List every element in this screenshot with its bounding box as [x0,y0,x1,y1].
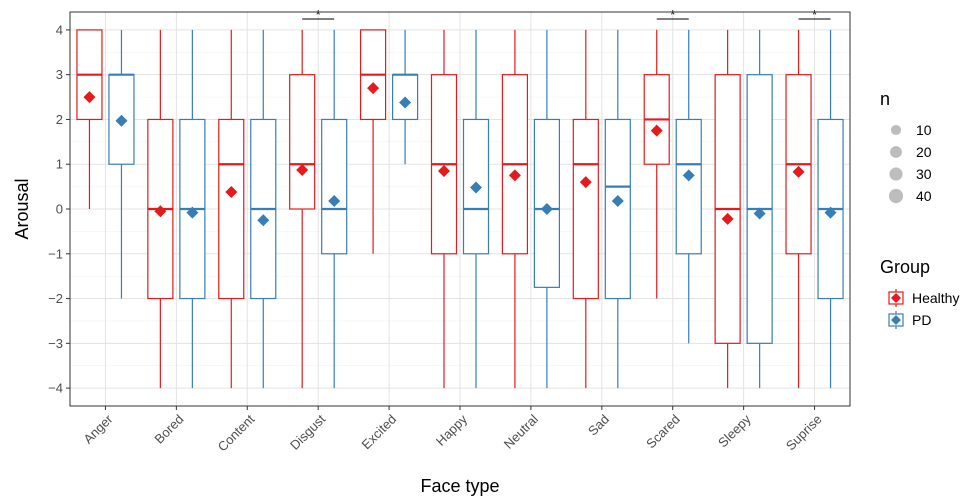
size-legend-key [890,124,902,136]
y-tick-label: −2 [48,291,63,306]
x-axis-title: Face type [420,476,499,496]
group-legend-label: Healthy [912,290,959,306]
box-pd-anger [108,29,135,299]
box-healthy-sleepy [714,29,741,389]
significance-label: * [812,7,817,22]
box-healthy-disgust [289,29,316,389]
mean-diamond [650,124,663,137]
mean-diamond [611,194,624,207]
mean-diamond [115,114,128,127]
box-healthy-happy [430,29,458,389]
y-tick-label: −1 [48,246,63,261]
mean-diamond [470,181,482,194]
box-iqr [289,74,316,210]
size-legend: n 10 20 30 40 [880,89,932,204]
box-pd-neutral [533,29,561,389]
mean-diamond [83,91,96,104]
mean-diamond [792,165,805,178]
box-plots [76,29,844,389]
y-tick-label: 2 [56,112,63,127]
box-pd-bored [179,29,206,389]
mean-diamond [186,206,199,219]
size-legend-label: 30 [916,166,932,182]
group-legend-title: Group [880,257,930,277]
x-tick-label: Neutral [501,411,541,451]
x-tick-label: Sad [585,412,612,439]
box-healthy-excited [359,29,387,254]
mean-diamond [540,203,553,215]
y-tick-label: 3 [56,67,63,82]
mean-diamond [824,206,837,219]
box-healthy-scared [643,29,670,299]
mean-diamond [367,82,380,95]
size-legend-label: 40 [916,188,932,204]
size-legend-label: 10 [916,122,932,138]
mean-diamond [328,194,341,207]
box-iqr [218,118,245,300]
y-axis-title: Arousal [12,178,32,239]
legend-diamond [891,293,901,303]
mean-diamond [579,176,592,189]
x-tick-label: Sleepy [715,411,754,450]
size-legend-title: n [880,89,890,109]
y-tick-label: −4 [48,381,63,396]
box-iqr [675,118,702,255]
box-iqr [604,118,631,300]
significance-markers: * * * [302,7,831,22]
x-tick-label: Scared [643,412,683,452]
significance-label: * [670,7,675,22]
box-healthy-content [218,29,245,389]
mean-diamond [508,169,521,182]
mean-diamond [296,164,309,177]
mean-diamond [154,205,167,218]
x-tick-label: Suprise [783,412,825,454]
box-healthy-neutral [501,29,529,389]
mean-diamond [225,185,238,198]
significance-label: * [316,7,321,22]
group-legend-item-healthy: Healthy [888,289,959,307]
box-healthy-anger [76,29,103,209]
mean-diamond [257,214,270,227]
x-tick-label: Anger [80,411,116,447]
box-iqr [321,118,348,255]
box-pd-sad [604,29,631,389]
box-pd-happy [462,29,490,389]
x-tick-label: Disgust [287,411,329,453]
box-pd-excited [391,29,419,165]
mean-diamond [438,164,450,177]
box-healthy-suprise [785,29,812,389]
group-legend: Group Healthy PD [880,257,959,329]
size-legend-key [888,188,904,204]
group-legend-label: PD [912,312,931,328]
size-legend-label: 20 [916,144,932,160]
x-axis-ticks: Anger Bored Content Disgust Excited Happy Neut… [80,406,825,454]
box-pd-disgust [321,29,348,389]
box-iqr [572,118,599,300]
size-legend-key [890,146,902,158]
x-tick-label: Happy [433,411,471,449]
mean-diamond [682,169,695,182]
mean-diamond [399,96,412,109]
legend-diamond [891,315,901,325]
mean-diamond [753,207,766,220]
y-tick-label: 1 [56,157,63,172]
y-tick-label: 0 [56,202,63,217]
box-pd-content [250,29,277,389]
group-legend-item-pd: PD [888,311,931,329]
x-tick-label: Excited [358,412,399,453]
box-pd-sleepy [746,29,773,389]
size-legend-key [889,167,903,181]
box-pd-suprise [817,29,844,389]
x-tick-label: Content [215,411,258,454]
y-tick-label: 4 [56,22,63,37]
box-pd-scared [675,29,702,344]
mean-diamond [721,212,734,225]
x-tick-label: Bored [151,412,186,447]
y-axis-ticks: −4 −3 −2 −1 0 1 2 3 4 [48,22,70,396]
y-tick-label: −3 [48,336,63,351]
box-healthy-bored [147,29,174,389]
box-healthy-sad [572,29,599,389]
